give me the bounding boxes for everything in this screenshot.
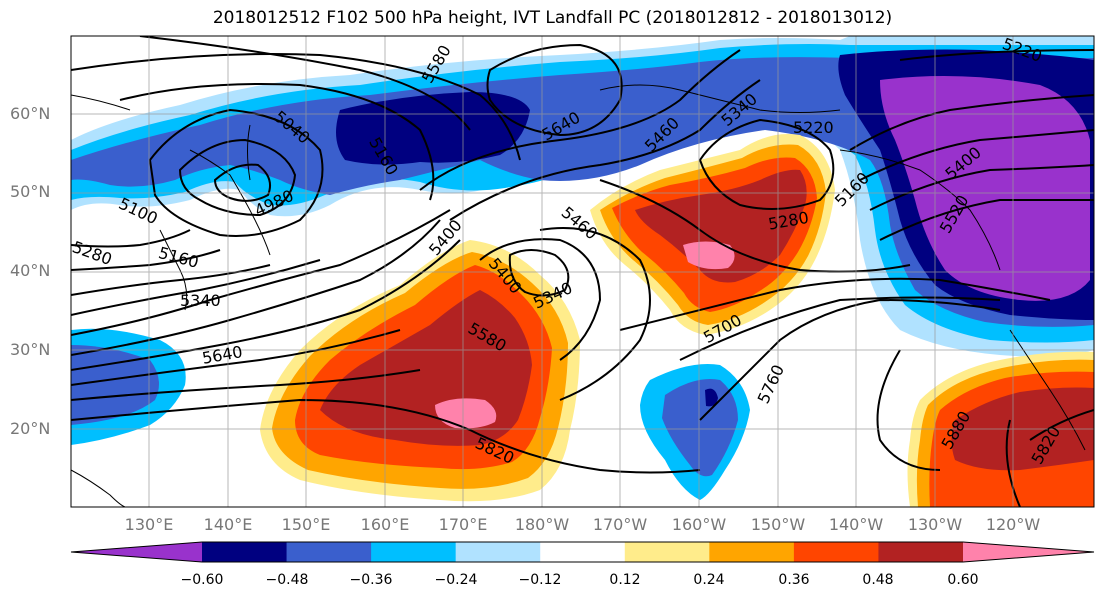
grid-lines — [71, 36, 1094, 507]
colorbar-tick-label: −0.12 — [518, 572, 562, 588]
lat-label: 50°N — [10, 182, 51, 201]
lat-label: 30°N — [10, 340, 51, 359]
map-panel: 5580 5640 5460 5340 5220 5040 4980 5160 … — [71, 36, 1094, 507]
lon-label: 120°W — [985, 515, 1041, 534]
colorbar-tick-label: −0.24 — [434, 572, 478, 588]
colorbar-tick-label: 0.24 — [693, 572, 725, 588]
colorbar-tick-label: 0.12 — [609, 572, 641, 588]
colorbar-extend-low — [71, 542, 202, 562]
lon-label: 160°E — [360, 515, 410, 534]
colorbar-tick-label: −0.48 — [265, 572, 309, 588]
colorbar-cell — [878, 542, 964, 562]
colorbar-cell — [455, 542, 541, 562]
lon-label: 130°E — [124, 515, 174, 534]
lon-label: 180°W — [514, 515, 570, 534]
colorbar-cell — [202, 542, 288, 562]
colorbar-cell — [793, 542, 879, 562]
contour-label: 5220 — [793, 118, 834, 137]
lon-label: 170°E — [438, 515, 488, 534]
colorbar-tick-label: 0.60 — [947, 572, 979, 588]
lon-label: 140°W — [828, 515, 884, 534]
negative-anomaly-north — [71, 36, 1094, 357]
map-title: 2018012512 F102 500 hPa height, IVT Land… — [212, 8, 893, 28]
positive-anomaly-central — [260, 240, 580, 502]
colorbar — [70, 541, 1095, 563]
lon-label: 170°W — [592, 515, 648, 534]
colorbar-cell — [286, 542, 372, 562]
lon-label: 130°W — [907, 515, 963, 534]
coastlines — [71, 84, 1086, 507]
colorbar-cell — [624, 542, 710, 562]
colorbar-cell — [371, 542, 457, 562]
colorbar-tick-label: 0.36 — [778, 572, 810, 588]
colorbar-cell — [540, 542, 626, 562]
colorbar-tick-label: −0.60 — [180, 572, 224, 588]
contour-label: 5340 — [180, 291, 221, 310]
lon-label: 140°E — [203, 515, 253, 534]
colorbar-tick-label: −0.36 — [349, 572, 393, 588]
colorbar-cells — [202, 542, 964, 562]
colorbar-cell — [709, 542, 795, 562]
colorbar-extend-high — [963, 542, 1094, 562]
lon-label: 150°W — [750, 515, 806, 534]
lon-label: 150°E — [281, 515, 331, 534]
colorbar-tick-label: 0.48 — [862, 572, 894, 588]
lat-label: 60°N — [10, 104, 51, 123]
colorbar-outline — [70, 541, 1095, 563]
lat-label: 20°N — [10, 419, 51, 438]
lat-label: 40°N — [10, 261, 51, 280]
positive-anomaly-northeast — [590, 134, 835, 335]
map-frame — [70, 35, 1095, 508]
height-contours — [71, 36, 1094, 507]
lon-label: 160°W — [671, 515, 727, 534]
